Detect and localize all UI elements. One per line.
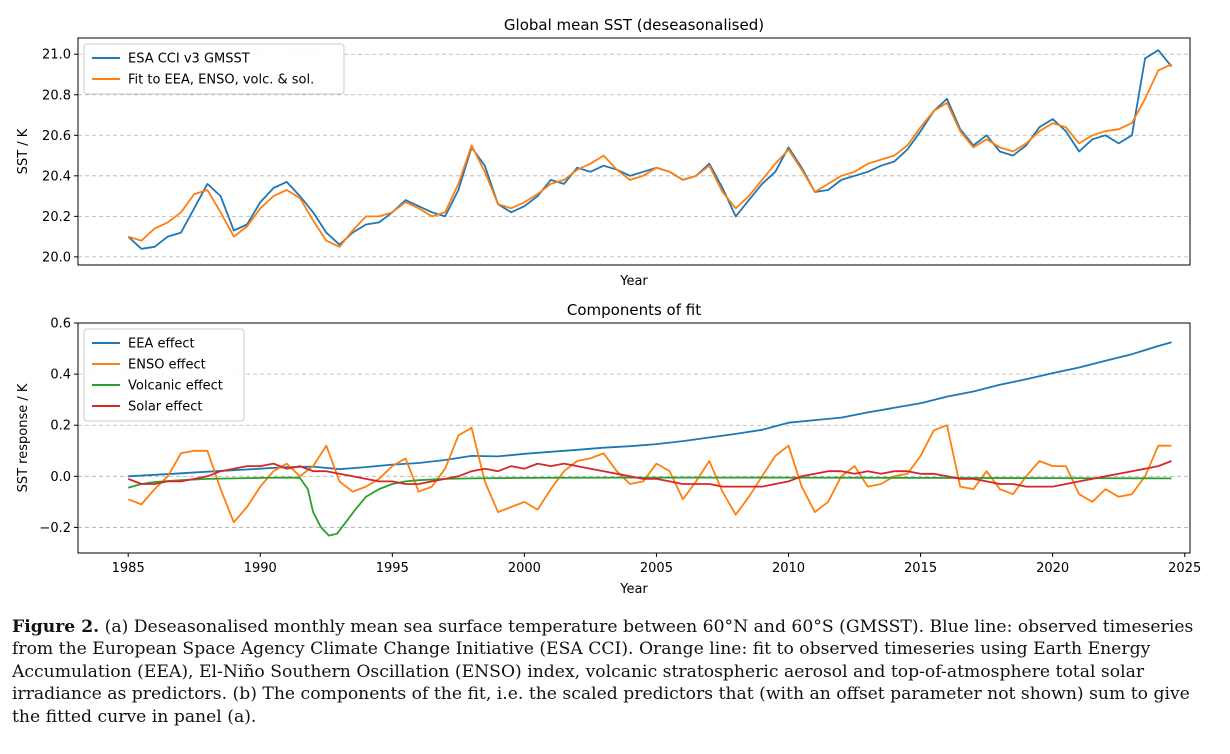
panel-b-xtick-label: 1990 (244, 561, 277, 576)
panel-a-ytick-label: 20.8 (42, 88, 71, 103)
panel-a-legend-label: Fit to EEA, ENSO, volc. & sol. (128, 73, 314, 88)
panel-a-legend-label: ESA CCI v3 GMSST (128, 52, 250, 67)
panel-b-xtick-label: 1995 (376, 561, 409, 576)
panel-b-legend-label: EEA effect (128, 337, 195, 352)
panel-b-legend-label: ENSO effect (128, 358, 206, 373)
panel-b-xtick-label: 2000 (508, 561, 541, 576)
figure: 20.0 20.2 20.4 20.6 20.8 21.0 Global mean SST … (16, 16, 1201, 597)
panel-b-axes-frame (77, 322, 1191, 554)
panel-b-ytick-label: 0.0 (50, 470, 71, 485)
panel-a-title: Global mean SST (deseasonalised) (504, 16, 764, 34)
panel-a-xlabel: Year (619, 274, 648, 289)
panel-a-series-esa-cci-v3-gmsst (127, 49, 1173, 250)
panel-a-series-fit-to-eea-enso-volc-sol (127, 63, 1172, 248)
panel-a-ytick-label: 21.0 (42, 48, 71, 63)
panel-b-series-volcanic-effect (127, 476, 1172, 537)
panel-a-ytick-label: 20.2 (42, 210, 71, 225)
panel-a-sst: 20.0 20.2 20.4 20.6 20.8 21.0 Global mean SST … (16, 16, 1191, 289)
caption-label: Figure 2. (12, 617, 100, 637)
panel-b-title: Components of fit (567, 301, 701, 319)
panel-a-ytick-label: 20.6 (42, 129, 71, 144)
panel-b-series-enso-effect (127, 424, 1172, 524)
panel-b-series-solar-effect (127, 460, 1172, 488)
panel-b-xtick-label: 1985 (112, 561, 145, 576)
panel-b-ytick-label: −0.2 (39, 521, 71, 536)
figure-caption: Figure 2. (a) Deseasonalised monthly mea… (12, 616, 1220, 728)
panel-b-xtick-label: 2025 (1168, 561, 1201, 576)
panel-a-ytick-label: 20.0 (42, 250, 71, 265)
panel-a-axes-frame (77, 37, 1191, 266)
panel-b-xlabel: Year (619, 582, 648, 597)
panel-b-legend-label: Solar effect (128, 400, 202, 415)
panel-b-ylabel: SST response / K (16, 383, 31, 492)
panel-b-series-eea-effect (128, 341, 1172, 478)
panel-b-ytick-label: 0.4 (50, 368, 71, 383)
panel-a-ytick-label: 20.4 (42, 169, 71, 184)
panel-b-ytick-label: 0.2 (50, 419, 71, 434)
panel-a-legend-box (83, 43, 345, 95)
panel-b-xtick-label: 2020 (1036, 561, 1069, 576)
caption-text: (a) Deseasonalised monthly mean sea surf… (12, 617, 1194, 727)
panel-b-ytick-label: 0.6 (50, 317, 71, 332)
panel-b-legend-label: Volcanic effect (128, 379, 223, 394)
panel-b-xtick-label: 2005 (640, 561, 673, 576)
panel-b-components: −0.2 0.0 0.2 0.4 0.6 1985 1990 1995 2000 2005 2010… (16, 301, 1201, 597)
panel-b-xtick-label: 2015 (904, 561, 937, 576)
panel-a-ylabel: SST / K (16, 128, 31, 174)
panel-b-xtick-label: 2010 (772, 561, 805, 576)
panel-b-legend-box (83, 328, 245, 422)
